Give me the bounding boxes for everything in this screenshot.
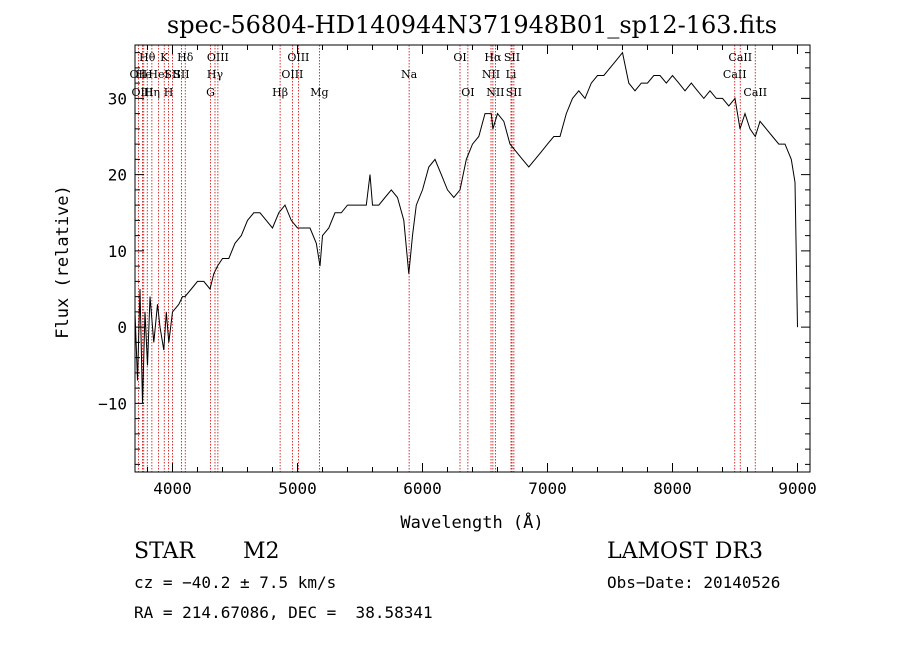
y-tick-label: 0 bbox=[117, 318, 127, 337]
x-axis-label: Wavelength (Å) bbox=[400, 511, 543, 533]
object-subclass: M2 bbox=[243, 539, 280, 564]
x-tick-label: 6000 bbox=[403, 479, 442, 498]
spectral-line-label: OIII bbox=[131, 86, 153, 99]
y-tick-label: −10 bbox=[98, 394, 127, 413]
spectral-line-label: Hβ bbox=[272, 86, 288, 99]
spectral-line-label: Hη bbox=[144, 86, 160, 99]
plot-frame bbox=[134, 44, 811, 473]
spectral-line-label: CaII bbox=[743, 86, 767, 99]
axis-ticks: 4000 5000 6000 7000 8000 9000 −10 0 10 20 30 bbox=[98, 45, 817, 498]
spectral-line-label: OIII bbox=[287, 51, 309, 64]
y-tick-label: 30 bbox=[108, 89, 127, 108]
spectral-line-label: NII bbox=[486, 86, 504, 99]
spectral-line-label: Na bbox=[401, 68, 418, 81]
chart-title: spec-56804-HD140944N371948B01_sp12-163.f… bbox=[167, 11, 777, 39]
x-tick-label: 4000 bbox=[153, 479, 192, 498]
x-tick-label: 7000 bbox=[528, 479, 567, 498]
ra-dec-coordinates: RA = 214.67086, DEC = 38.58341 bbox=[134, 603, 433, 622]
spectral-line-label: SII bbox=[506, 86, 522, 99]
spectral-line-label: HeI bbox=[148, 68, 168, 81]
spectral-line-label: OI bbox=[461, 86, 474, 99]
spectrum-series-line bbox=[134, 51, 798, 404]
spectral-line-label: Mg bbox=[310, 86, 328, 99]
spectral-line-label: SII bbox=[173, 68, 189, 81]
spectral-line-markers bbox=[137, 45, 756, 472]
spectral-line-label: He bbox=[136, 68, 152, 81]
spectral-line-label: Hγ bbox=[207, 68, 224, 81]
y-axis-label: Flux (relative) bbox=[53, 185, 73, 339]
spectral-line-label: SII bbox=[164, 68, 180, 81]
x-tick-label: 8000 bbox=[653, 479, 692, 498]
spectral-line-label: G bbox=[206, 86, 215, 99]
spectral-line-label: Hθ bbox=[139, 51, 156, 64]
spectral-line-label: SII bbox=[504, 51, 520, 64]
spectral-line-label: OIII bbox=[207, 51, 229, 64]
spectral-line-label: NII bbox=[482, 68, 500, 81]
spectral-line-label: Hα bbox=[484, 51, 502, 64]
spectral-line-label: OII bbox=[130, 68, 148, 81]
spectral-line-label: H bbox=[164, 86, 174, 99]
y-tick-label: 20 bbox=[108, 166, 127, 185]
spectral-line-label: K bbox=[160, 51, 169, 64]
survey-name: LAMOST DR3 bbox=[607, 539, 763, 564]
spectral-line-label: Li bbox=[506, 68, 517, 81]
redshift-velocity: cz = −40.2 ± 7.5 km/s bbox=[134, 573, 337, 592]
x-tick-label: 9000 bbox=[778, 479, 817, 498]
spectral-line-label: Hδ bbox=[177, 51, 194, 64]
spectral-line-label: OIII bbox=[281, 68, 303, 81]
observation-date: Obs−Date: 20140526 bbox=[607, 573, 781, 592]
object-class: STAR bbox=[134, 539, 195, 564]
y-tick-label: 10 bbox=[108, 242, 127, 261]
spectral-line-label: OI bbox=[453, 51, 466, 64]
spectral-line-label: CaII bbox=[723, 68, 747, 81]
x-tick-label: 5000 bbox=[278, 479, 317, 498]
spectral-line-label: CaII bbox=[728, 51, 752, 64]
